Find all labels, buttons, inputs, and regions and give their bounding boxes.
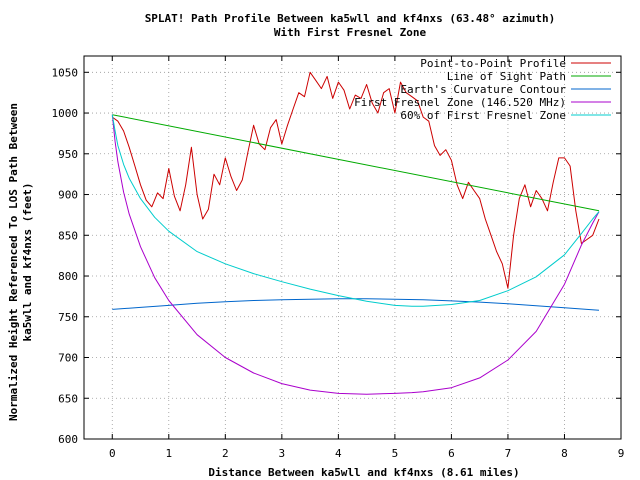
x-tick-label: 0 xyxy=(109,447,116,460)
x-tick-label: 2 xyxy=(222,447,229,460)
y-tick-label: 700 xyxy=(58,352,78,365)
y-tick-label: 900 xyxy=(58,189,78,202)
y-tick-label: 850 xyxy=(58,229,78,242)
x-tick-label: 3 xyxy=(279,447,286,460)
series-line-fresnel60 xyxy=(111,114,600,307)
x-tick-label: 4 xyxy=(335,447,342,460)
y-tick-label: 750 xyxy=(58,311,78,324)
x-tick-label: 7 xyxy=(505,447,512,460)
x-axis-label: Distance Between ka5wll and kf4nxs (8.61… xyxy=(208,466,519,479)
y-tick-label: 950 xyxy=(58,148,78,161)
axis-ticks: 0 1 2 3 4 5 6 7 8 9 600 650 700 750 800 850 900 950 1000 10… xyxy=(52,56,625,460)
y-tick-label: 1050 xyxy=(52,66,79,79)
series-line-profile xyxy=(112,71,600,289)
legend-label-fresnel60: 60% of First Fresnel Zone xyxy=(400,109,566,122)
legend-label-earth: Earth's Curvature Contour xyxy=(400,83,566,96)
x-tick-label: 6 xyxy=(448,447,455,460)
chart-subtitle: With First Fresnel Zone xyxy=(274,26,427,39)
y-tick-label: 600 xyxy=(58,433,78,446)
legend-label-profile: Point-to-Point Profile xyxy=(420,57,566,70)
x-tick-label: 8 xyxy=(561,447,568,460)
y-axis-label-line1: Normalized Height Referenced To LOS Path… xyxy=(7,103,20,421)
y-tick-label: 1000 xyxy=(52,107,79,120)
series-line-los xyxy=(112,114,600,212)
chart-title: SPLAT! Path Profile Between ka5wll and k… xyxy=(145,12,556,25)
y-axis-label-line2: ka5wll and kf4nxs (feet) xyxy=(21,183,34,342)
legend-label-los: Line of Sight Path xyxy=(447,70,566,83)
x-tick-label: 9 xyxy=(618,447,625,460)
series-line-earth xyxy=(112,298,600,311)
x-tick-label: 5 xyxy=(392,447,399,460)
y-tick-label: 650 xyxy=(58,392,78,405)
grid-lines xyxy=(84,56,621,439)
legend-label-fresnel: First Fresnel Zone (146.520 MHz) xyxy=(354,96,566,109)
x-tick-label: 1 xyxy=(165,447,172,460)
series-group xyxy=(111,71,600,395)
y-tick-label: 800 xyxy=(58,270,78,283)
series-line-fresnel xyxy=(111,114,600,395)
plot-area-frame xyxy=(83,55,622,440)
